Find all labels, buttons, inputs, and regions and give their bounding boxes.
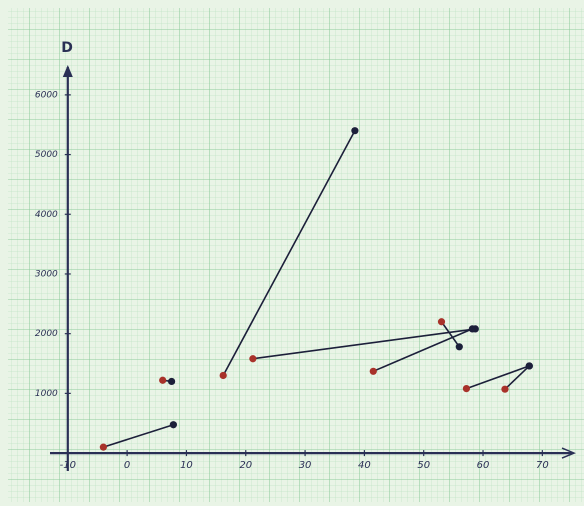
data-point (456, 343, 463, 350)
x-tick-label: 20 (239, 460, 252, 471)
chart: D -10 0 10 20 30 40 50 60 70 1000 2000 3000 4000 5000… (0, 0, 584, 506)
x-tick-label: 50 (417, 460, 430, 471)
data-point (100, 444, 107, 451)
y-tick-label: 2000 (35, 329, 58, 339)
x-tick-label: 40 (358, 460, 371, 471)
x-tick-label: 30 (299, 460, 312, 471)
x-tick-label: 60 (477, 460, 490, 471)
y-tick-label: 4000 (35, 210, 58, 220)
x-tick-label: 70 (536, 460, 549, 471)
graph-paper-grid (8, 8, 584, 502)
data-point (463, 385, 470, 392)
data-point (249, 355, 256, 362)
data-point (168, 378, 175, 385)
data-point (170, 421, 177, 428)
data-point (370, 368, 377, 375)
y-tick-label: 6000 (35, 90, 58, 100)
x-tick-label: -10 (60, 460, 76, 471)
data-point (220, 372, 227, 379)
data-point (501, 386, 508, 393)
y-tick-label: 1000 (35, 389, 58, 399)
y-axis-label: D (61, 40, 73, 56)
x-tick-label: 10 (180, 460, 193, 471)
data-point (438, 318, 445, 325)
data-point (159, 377, 166, 384)
y-tick-label: 5000 (35, 150, 58, 160)
y-tick-label: 3000 (35, 269, 58, 279)
data-point (351, 127, 358, 134)
data-point (469, 325, 476, 332)
data-point (526, 362, 533, 369)
x-tick-label: 0 (124, 460, 130, 471)
